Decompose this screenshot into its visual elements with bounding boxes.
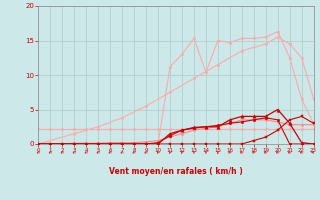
X-axis label: Vent moyen/en rafales ( km/h ): Vent moyen/en rafales ( km/h )	[109, 167, 243, 176]
